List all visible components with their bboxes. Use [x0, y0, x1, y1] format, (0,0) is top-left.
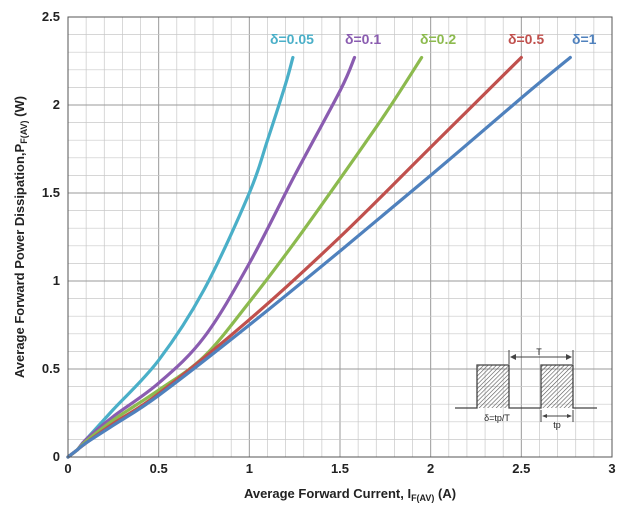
pulse-2-hatch — [541, 365, 573, 408]
series-label: δ=0.5 — [508, 31, 544, 47]
x-tick-label: 2 — [427, 461, 434, 476]
pulse-1-hatch — [477, 365, 509, 408]
x-tick-label: 0 — [64, 461, 71, 476]
x-tick-label: 3 — [608, 461, 615, 476]
series-label: δ=0.05 — [270, 31, 314, 47]
series-label: δ=0.2 — [420, 31, 456, 47]
duty-cycle-inset: T tp δ=tp/T — [455, 347, 597, 430]
y-tick-label: 0 — [53, 449, 60, 464]
x-tick-label: 1.5 — [331, 461, 349, 476]
series-group — [66, 55, 572, 459]
y-tick-label: 1 — [53, 273, 60, 288]
period-label: T — [536, 347, 542, 357]
x-axis-title: Average Forward Current, IF(AV) (A) — [244, 486, 456, 503]
x-tick-label: 1 — [246, 461, 253, 476]
series-label: δ=1 — [572, 31, 597, 47]
duty-cycle-formula: δ=tp/T — [484, 413, 510, 423]
x-tick-label: 2.5 — [512, 461, 530, 476]
plot-frame — [67, 16, 613, 458]
period-arrowhead-left — [510, 354, 516, 360]
series-labels: δ=0.05 δ=0.1 δ=0.2 δ=0.5 δ=1 — [270, 31, 597, 47]
y-tick-label: 0.5 — [42, 361, 60, 376]
pulse-waveform — [455, 364, 597, 409]
y-tick-label: 2 — [53, 97, 60, 112]
y-tick-label: 2.5 — [42, 9, 60, 24]
series-label: δ=0.1 — [345, 31, 381, 47]
period-arrowhead-right — [566, 354, 572, 360]
pulse-width-arrowhead-right — [567, 414, 572, 418]
pulse-width-arrowhead-left — [542, 414, 547, 418]
pulse-width-label: tp — [553, 420, 561, 430]
y-tick-labels: 0 0.5 1 1.5 2 2.5 — [42, 9, 60, 464]
y-tick-label: 1.5 — [42, 185, 60, 200]
y-axis-title: Average Forward Power Dissipation,PF(AV)… — [12, 96, 29, 378]
x-tick-labels: 0 0.5 1 1.5 2 2.5 3 — [64, 461, 615, 476]
x-tick-label: 0.5 — [150, 461, 168, 476]
series-line — [66, 55, 572, 459]
